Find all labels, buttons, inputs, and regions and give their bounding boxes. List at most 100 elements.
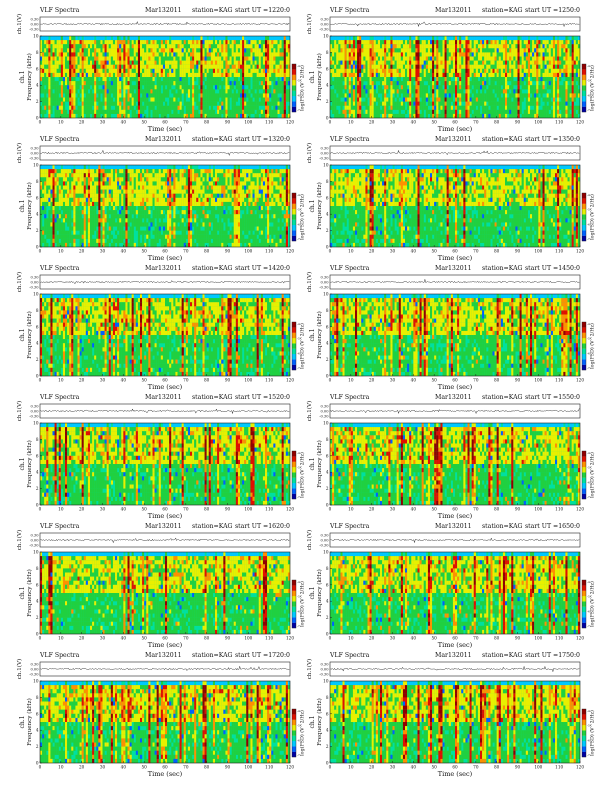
spectrogram-cell xyxy=(54,56,57,61)
spectrogram-cell xyxy=(50,52,53,57)
spectrogram-cell xyxy=(240,105,243,110)
spectrogram-cell xyxy=(219,93,222,98)
spectrogram-cell xyxy=(52,242,55,248)
spectrogram-cell xyxy=(48,113,51,119)
spectrogram-cell xyxy=(482,93,485,98)
spectrogram-cell xyxy=(417,109,420,114)
spectrogram-cell xyxy=(67,189,70,194)
spectrogram-cell xyxy=(544,36,547,41)
spectrogram-cell xyxy=(494,68,497,73)
spectrogram-cell xyxy=(338,77,341,82)
spectrogram-cell xyxy=(332,64,335,69)
spectrogram-cell xyxy=(71,36,74,41)
spectrogram-cell xyxy=(44,230,47,235)
spectrogram-cell xyxy=(532,77,535,82)
spectrogram-cell xyxy=(459,89,462,94)
spectrogram-cell xyxy=(398,44,401,49)
chart-title: VLF Spectra xyxy=(39,136,80,143)
spectrogram-cell xyxy=(177,93,180,98)
spectrogram-cell xyxy=(52,226,55,231)
spectrogram-cell xyxy=(258,40,261,45)
spectrogram-cell xyxy=(363,40,366,45)
spectrogram-cell xyxy=(179,44,182,49)
spectrogram-cell xyxy=(438,48,441,53)
spectrogram-cell xyxy=(459,40,462,45)
spectrogram-cell xyxy=(577,81,581,86)
spectrogram-cell xyxy=(567,113,570,119)
spectrogram-cell xyxy=(58,222,61,227)
spectrogram-cell xyxy=(382,44,385,49)
spectrogram-cell xyxy=(415,93,418,98)
spectrogram-cell xyxy=(85,234,89,239)
spectrogram-cell xyxy=(559,60,562,65)
spectrogram-cell xyxy=(104,97,107,102)
spectrogram-cell xyxy=(557,81,560,86)
spectrogram-cell xyxy=(519,64,522,69)
spectrogram-cell xyxy=(442,56,445,61)
spectrogram-cell xyxy=(417,85,420,90)
spectrogram-cell xyxy=(52,85,55,90)
spectrogram-cell xyxy=(436,81,439,86)
spectrogram-cell xyxy=(67,222,70,227)
spectrogram-cell xyxy=(108,109,111,114)
spectrogram-cell xyxy=(271,68,274,73)
spectrogram-cell xyxy=(371,72,374,78)
spectrogram-cell xyxy=(273,36,276,41)
spectrogram-cell xyxy=(484,36,487,41)
spectrogram-cell xyxy=(490,105,493,110)
spectrogram-cell xyxy=(212,77,216,82)
spectrogram-cell xyxy=(438,77,441,82)
spectrogram-cell xyxy=(94,72,97,78)
spectrogram-cell xyxy=(58,36,61,41)
spectrogram-cell xyxy=(542,77,545,82)
spectrogram-cell xyxy=(369,85,372,90)
spectrogram-cell xyxy=(244,36,247,41)
spectrogram-cell xyxy=(419,64,422,69)
spectrogram-cell xyxy=(81,101,84,106)
spectrogram-cell xyxy=(83,226,86,231)
spectrogram-cell xyxy=(258,56,261,61)
spectrogram-cell xyxy=(200,93,203,98)
spectrogram-cell xyxy=(482,40,485,45)
spectrogram-cell xyxy=(77,60,80,65)
spectrogram-cell xyxy=(65,230,68,235)
spectrogram-cell xyxy=(475,52,479,57)
spectrogram-cell xyxy=(44,105,47,110)
spectrogram-cell xyxy=(90,185,93,190)
spectrogram-cell xyxy=(402,44,406,49)
spectrogram-cell xyxy=(256,109,259,114)
spectrogram-cell xyxy=(77,214,80,219)
spectrogram-cell xyxy=(210,93,214,98)
spectrogram-cell xyxy=(396,56,399,61)
spectrogram-cell xyxy=(565,56,568,61)
spectrogram-cell xyxy=(244,109,247,114)
spectrogram-cell xyxy=(77,72,80,78)
spectrogram-cell xyxy=(332,48,335,53)
spectrogram-cell xyxy=(108,85,111,90)
spectrogram-cell xyxy=(550,56,554,61)
spectrogram-cell xyxy=(523,40,526,45)
spectrogram-cell xyxy=(450,81,454,86)
spectrogram-cell xyxy=(231,56,234,61)
spectrogram-cell xyxy=(459,68,462,73)
spectrogram-cell xyxy=(48,226,51,231)
spectrogram-cell xyxy=(254,64,257,69)
spectrogram-cell xyxy=(365,89,368,94)
spectrogram-cell xyxy=(450,68,454,73)
spectrogram-cell xyxy=(509,48,512,53)
spectrogram-cell xyxy=(125,56,128,61)
spectrogram-cell xyxy=(461,40,464,45)
spectrogram-cell xyxy=(484,60,487,65)
spectrogram-cell xyxy=(363,93,366,98)
spectrogram-cell xyxy=(392,85,395,90)
spectrogram-cell xyxy=(427,48,431,53)
spectrogram-cell xyxy=(42,210,45,215)
spectrogram-cell xyxy=(56,109,59,114)
spectrogram-cell xyxy=(183,48,186,53)
spectrogram-cell xyxy=(52,189,55,194)
spectrogram-cell xyxy=(252,72,255,78)
spectrogram-cell xyxy=(567,105,570,110)
spectrogram-cell xyxy=(83,238,86,243)
spectrogram-cell xyxy=(465,77,468,82)
spectrogram-cell xyxy=(98,113,101,119)
